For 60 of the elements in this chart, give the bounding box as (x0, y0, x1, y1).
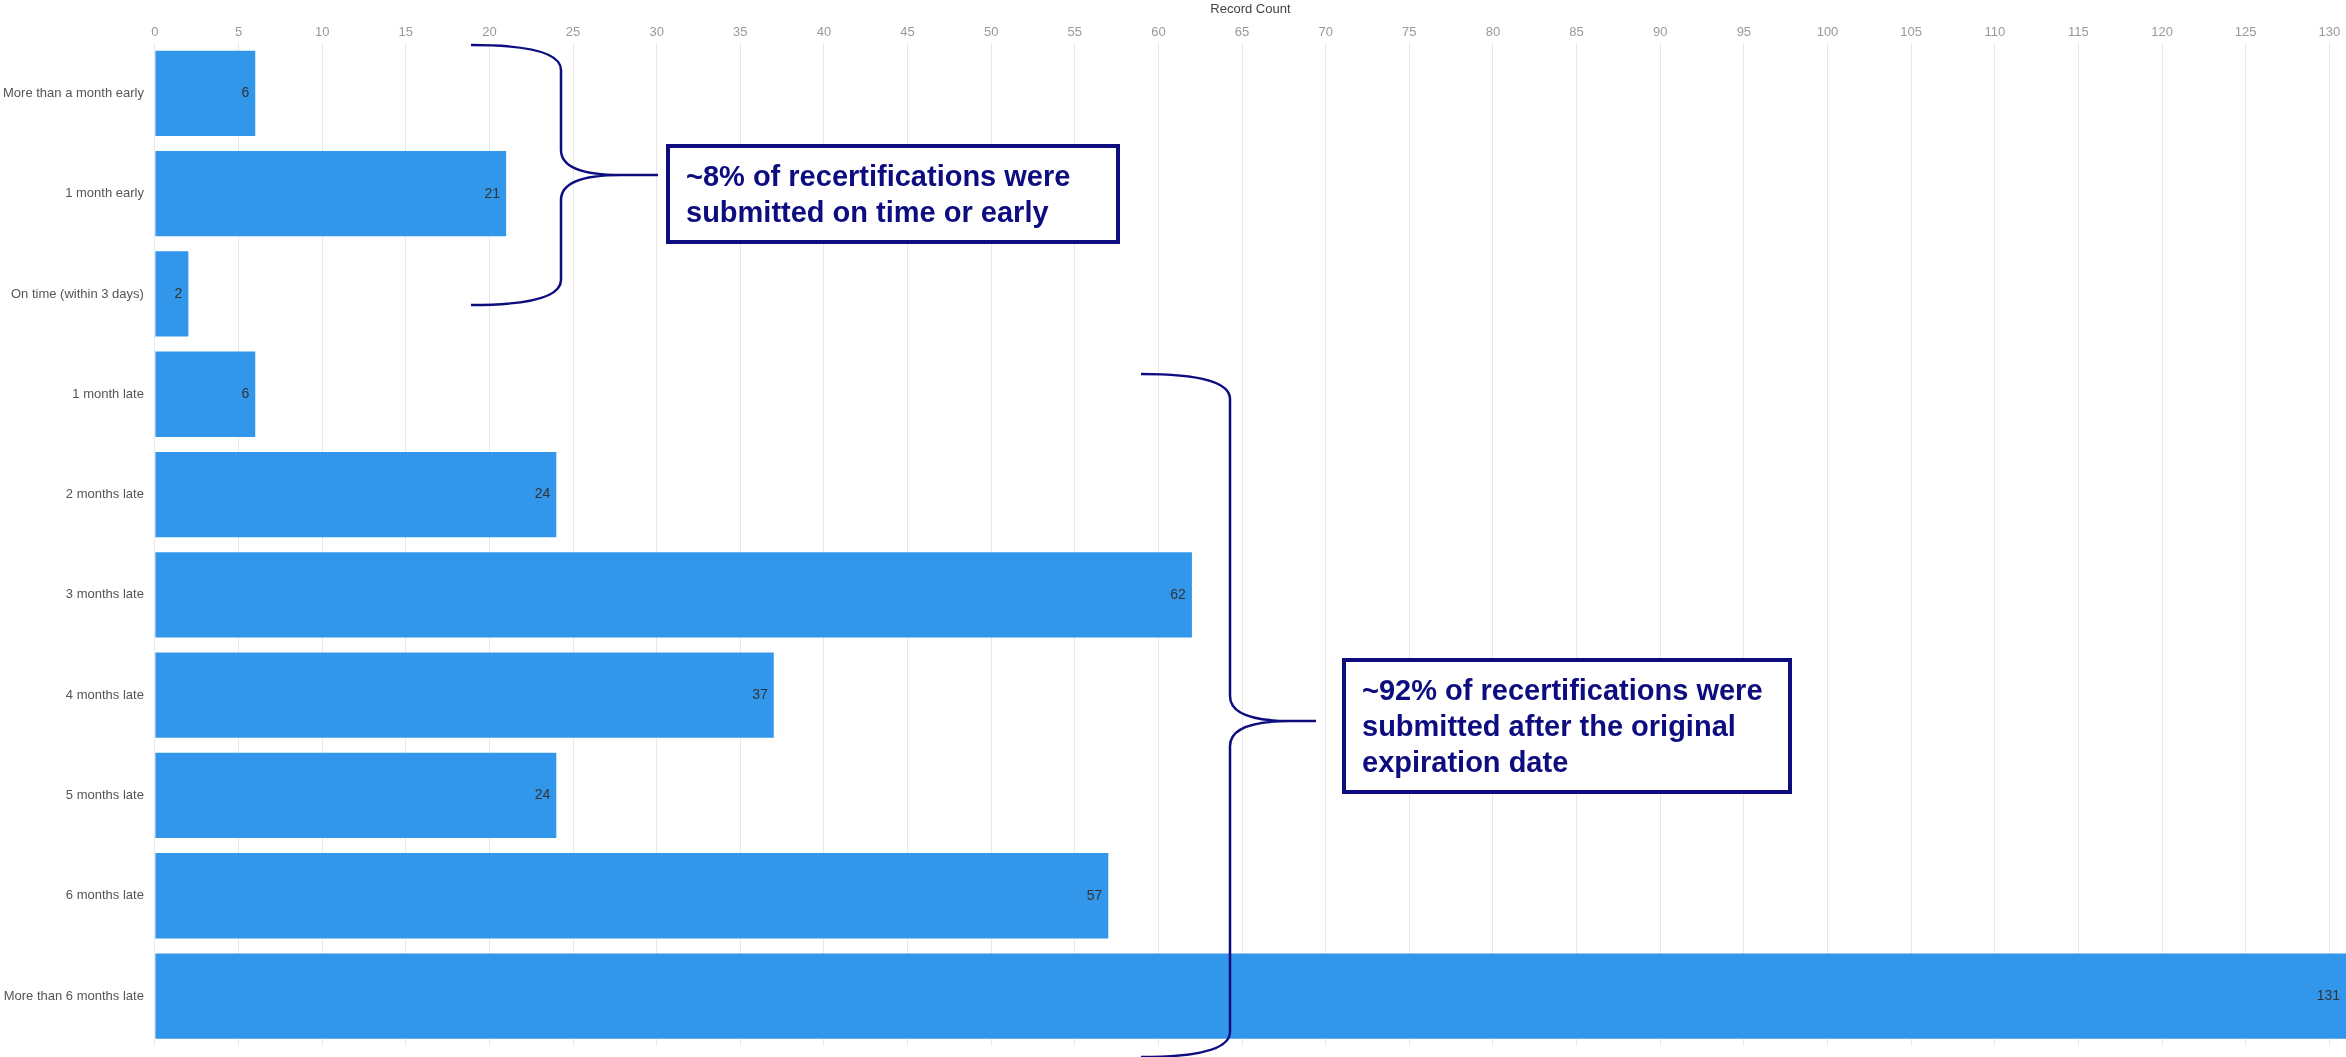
x-tick-label: 55 (1067, 23, 1083, 39)
data-label: 24 (534, 485, 551, 502)
bar (155, 953, 2346, 1039)
x-tick-label: 80 (1485, 23, 1501, 39)
bar (155, 853, 1109, 939)
x-tick-label: 25 (565, 23, 581, 39)
x-tick-label: 100 (1816, 23, 1839, 39)
x-tick-label: 90 (1653, 23, 1668, 39)
x-tick-label: 120 (2151, 23, 2173, 39)
y-tick-label: 3 months late (65, 586, 144, 602)
data-label: 2 (174, 284, 183, 301)
bar (155, 50, 256, 136)
x-tick-label: 15 (398, 23, 414, 39)
x-tick-label: 20 (482, 23, 497, 39)
x-tick-label: 30 (649, 23, 664, 39)
x-tick-label: 85 (1569, 23, 1584, 39)
data-label: 24 (534, 786, 551, 803)
x-tick-label: 45 (900, 23, 915, 39)
bar (155, 151, 507, 237)
y-tick-label: On time (within 3 days) (10, 285, 144, 301)
x-tick-label: 35 (733, 23, 748, 39)
data-label: 21 (484, 184, 501, 201)
x-tick-label: 95 (1736, 23, 1752, 39)
bar (155, 451, 557, 538)
bar (155, 752, 557, 839)
x-tick-label: 5 (234, 23, 243, 39)
annotation: ~92% of recertifications were submitted after the original expiration date (1342, 658, 1792, 794)
y-tick-label: 6 months late (65, 887, 144, 903)
y-tick-label: 1 month early (65, 185, 145, 201)
x-tick-label: 125 (2234, 23, 2257, 39)
bar (155, 251, 189, 337)
x-tick-label: 0 (151, 23, 159, 39)
data-label: 62 (1170, 585, 1187, 602)
bar (155, 351, 256, 437)
y-tick-label: 4 months late (65, 686, 144, 702)
x-tick-label: 105 (1900, 23, 1922, 39)
y-tick-label: More than a month early (3, 84, 145, 100)
y-tick-label: 5 months late (65, 787, 144, 803)
x-tick-label: 110 (1984, 23, 2006, 39)
y-tick-label: More than 6 months late (3, 987, 144, 1003)
data-label: 37 (752, 686, 768, 703)
data-label: 57 (1086, 886, 1103, 903)
data-label: 6 (241, 84, 250, 101)
x-tick-label: 65 (1234, 23, 1250, 39)
x-tick-label: 50 (983, 23, 999, 39)
data-label: 131 (2316, 986, 2341, 1003)
data-label: 6 (241, 385, 250, 402)
x-tick-label: 70 (1318, 23, 1333, 39)
bar (155, 552, 1192, 638)
bar (155, 652, 774, 738)
x-tick-label: 115 (2068, 23, 2089, 39)
y-tick-label: 1 month late (72, 385, 144, 401)
x-axis-title: Record Count (1210, 1, 1291, 17)
x-tick-label: 130 (2318, 23, 2341, 39)
annotation: ~8% of recertifications were submitted on time or early (666, 144, 1120, 244)
x-tick-label: 10 (314, 23, 330, 39)
y-tick-label: 2 months late (65, 486, 144, 502)
x-tick-label: 75 (1402, 23, 1417, 39)
x-tick-label: 60 (1151, 23, 1166, 39)
x-tick-label: 40 (816, 23, 832, 39)
